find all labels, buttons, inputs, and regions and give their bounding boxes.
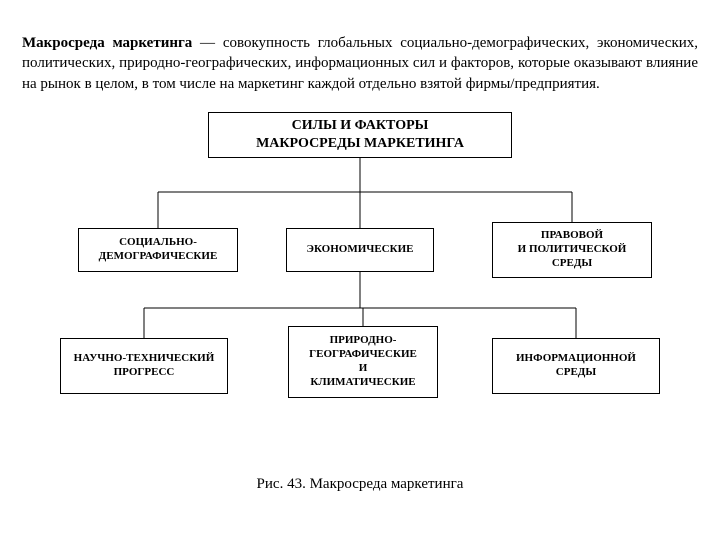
node-line: СРЕДЫ: [516, 366, 636, 380]
node-text: ИНФОРМАЦИОННОЙ СРЕДЫ: [516, 352, 636, 380]
diagram: СИЛЫ И ФАКТОРЫ МАКРОСРЕДЫ МАРКЕТИНГА СОЦ…: [22, 112, 698, 472]
intro-dash: —: [192, 35, 223, 51]
node-text: НАУЧНО-ТЕХНИЧЕСКИЙ ПРОГРЕСС: [74, 352, 215, 380]
node-natural-geo-climate: ПРИРОДНО- ГЕОГРАФИЧЕСКИЕ И КЛИМАТИЧЕСКИЕ: [288, 326, 438, 398]
node-line: ПРАВОВОЙ: [518, 229, 627, 243]
node-text: СОЦИАЛЬНО- ДЕМОГРАФИЧЕСКИЕ: [99, 236, 218, 264]
figure-caption: Рис. 43. Макросреда маркетинга: [22, 476, 698, 493]
page: Макросреда маркетинга — совокупность гло…: [0, 0, 720, 540]
node-line: ДЕМОГРАФИЧЕСКИЕ: [99, 250, 218, 264]
node-line: КЛИМАТИЧЕСКИЕ: [309, 376, 417, 390]
node-text: ПРИРОДНО- ГЕОГРАФИЧЕСКИЕ И КЛИМАТИЧЕСКИЕ: [309, 334, 417, 389]
node-line: ГЕОГРАФИЧЕСКИЕ: [309, 348, 417, 362]
title-box-text: СИЛЫ И ФАКТОРЫ МАКРОСРЕДЫ МАРКЕТИНГА: [256, 117, 464, 152]
node-line: ИНФОРМАЦИОННОЙ: [516, 352, 636, 366]
intro-term: Макросреда маркетинга: [22, 35, 192, 51]
title-line1: СИЛЫ И ФАКТОРЫ: [256, 117, 464, 135]
node-informational: ИНФОРМАЦИОННОЙ СРЕДЫ: [492, 338, 660, 394]
node-text: ЭКОНОМИЧЕСКИЕ: [307, 243, 414, 257]
node-line: НАУЧНО-ТЕХНИЧЕСКИЙ: [74, 352, 215, 366]
node-line: СОЦИАЛЬНО-: [99, 236, 218, 250]
node-socio-demographic: СОЦИАЛЬНО- ДЕМОГРАФИЧЕСКИЕ: [78, 228, 238, 272]
node-line: И: [309, 362, 417, 376]
node-legal-political: ПРАВОВОЙ И ПОЛИТИЧЕСКОЙ СРЕДЫ: [492, 222, 652, 278]
node-line: СРЕДЫ: [518, 257, 627, 271]
intro-paragraph: Макросреда маркетинга — совокупность гло…: [22, 33, 698, 94]
title-box: СИЛЫ И ФАКТОРЫ МАКРОСРЕДЫ МАРКЕТИНГА: [208, 112, 512, 158]
node-text: ПРАВОВОЙ И ПОЛИТИЧЕСКОЙ СРЕДЫ: [518, 229, 627, 270]
node-line: ПРИРОДНО-: [309, 334, 417, 348]
node-economic: ЭКОНОМИЧЕСКИЕ: [286, 228, 434, 272]
node-line: ПРОГРЕСС: [74, 366, 215, 380]
node-sci-tech: НАУЧНО-ТЕХНИЧЕСКИЙ ПРОГРЕСС: [60, 338, 228, 394]
title-line2: МАКРОСРЕДЫ МАРКЕТИНГА: [256, 135, 464, 153]
node-line: И ПОЛИТИЧЕСКОЙ: [518, 243, 627, 257]
node-line: ЭКОНОМИЧЕСКИЕ: [307, 243, 414, 257]
